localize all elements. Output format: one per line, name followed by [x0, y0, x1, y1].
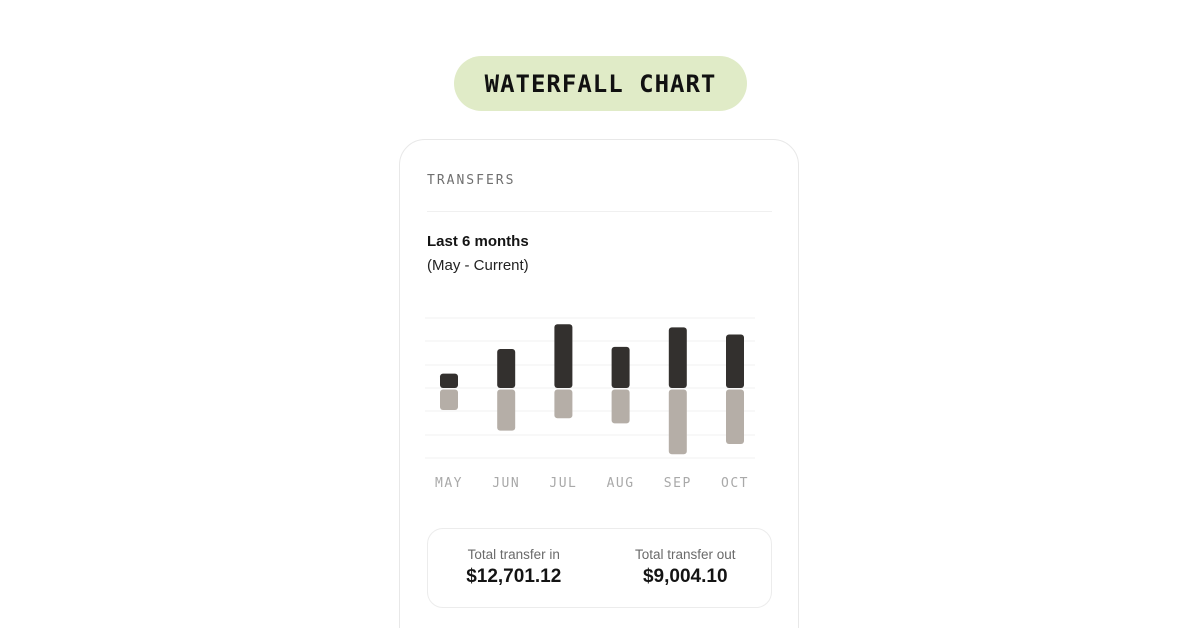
chart-type-badge: WATERFALL CHART [454, 56, 747, 111]
total-in: Total transfer in $12,701.12 [428, 529, 600, 607]
tick-label-oct: OCT [721, 476, 749, 491]
bar-in-jul [554, 324, 573, 388]
period-title: Last 6 months [427, 233, 529, 250]
total-out: Total transfer out $9,004.10 [600, 529, 772, 607]
bar-out-jul [554, 389, 573, 419]
tick-label-sep: SEP [664, 476, 692, 491]
card-title: TRANSFERS [427, 173, 516, 188]
bar-in-sep [668, 327, 687, 388]
bar-out-may [440, 389, 458, 411]
bar-out-sep [668, 389, 687, 455]
bar-in-jun [497, 348, 516, 388]
total-out-label: Total transfer out [634, 547, 736, 562]
transfers-card: TRANSFERS Last 6 months (May - Current) … [399, 139, 799, 628]
period-subtitle: (May - Current) [427, 257, 529, 274]
total-in-label: Total transfer in [467, 547, 560, 562]
card-divider [427, 211, 772, 212]
bar-in-oct [726, 334, 744, 388]
total-out-value: $9,004.10 [642, 566, 728, 587]
tick-label-may: MAY [435, 476, 463, 491]
total-in-value: $12,701.12 [466, 566, 562, 587]
waterfall-chart: MAY JUN JUL AUG SEP OCT [425, 317, 755, 491]
bar-in-aug [611, 346, 630, 388]
totals-panel: Total transfer in $12,701.12 Total trans… [427, 528, 772, 608]
tick-label-jul: JUL [549, 476, 577, 491]
bar-out-jun [497, 389, 516, 431]
tick-label-jun: JUN [492, 476, 520, 491]
tick-label-aug: AUG [607, 476, 635, 491]
bar-in-may [440, 373, 458, 388]
bar-out-oct [726, 389, 744, 444]
bar-out-aug [611, 389, 630, 424]
